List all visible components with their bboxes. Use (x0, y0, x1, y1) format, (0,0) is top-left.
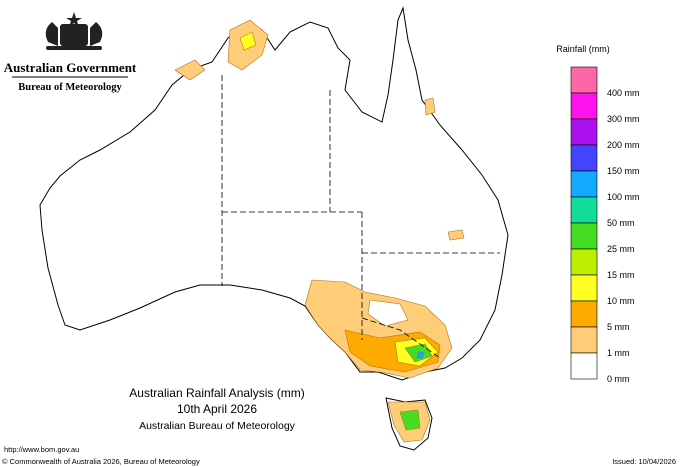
government-name: Australian Government (4, 60, 137, 75)
legend-label: 50 mm (607, 218, 635, 228)
legend-label: 5 mm (607, 322, 630, 332)
legend-label: 1 mm (607, 348, 630, 358)
legend-swatch (570, 300, 598, 328)
legend-label: 25 mm (607, 244, 635, 254)
state-borders (221, 75, 500, 359)
footer-copyright: © Commonwealth of Australia 2026, Bureau… (2, 457, 200, 466)
legend: 400 mm 300 mm 200 mm 150 mm 100 mm 50 mm 25 mm… (570, 66, 640, 384)
legend-label: 100 mm (607, 192, 640, 202)
footer-url: http://www.bom.gov.au (4, 445, 79, 454)
legend-swatch (570, 170, 598, 198)
map-source: Australian Bureau of Meteorology (139, 420, 296, 432)
footer-issued: Issued: 10/04/2026 (612, 457, 676, 466)
rainfall-areas (174, 19, 465, 443)
legend-swatch (570, 222, 598, 250)
legend-swatch (570, 118, 598, 146)
legend-label: 400 mm (607, 88, 640, 98)
mainland (39, 6, 509, 381)
coat-of-arms (45, 12, 103, 50)
legend-title: Rainfall (mm) (556, 44, 610, 54)
legend-swatch (570, 352, 598, 380)
legend-label: 0 mm (607, 374, 630, 384)
legend-swatch (570, 144, 598, 172)
legend-swatch (570, 274, 598, 302)
legend-swatch (570, 66, 598, 94)
legend-label: 15 mm (607, 270, 635, 280)
legend-label: 150 mm (607, 166, 640, 176)
legend-swatch (570, 326, 598, 354)
map-title: Australian Rainfall Analysis (mm) (129, 386, 304, 400)
legend-swatch (570, 92, 598, 120)
legend-label: 300 mm (607, 114, 640, 124)
agency-name: Bureau of Meteorology (18, 82, 122, 93)
legend-label: 10 mm (607, 296, 635, 306)
legend-swatch (570, 196, 598, 224)
legend-swatch (570, 248, 598, 276)
map-date: 10th April 2026 (177, 402, 257, 416)
legend-label: 200 mm (607, 140, 640, 150)
